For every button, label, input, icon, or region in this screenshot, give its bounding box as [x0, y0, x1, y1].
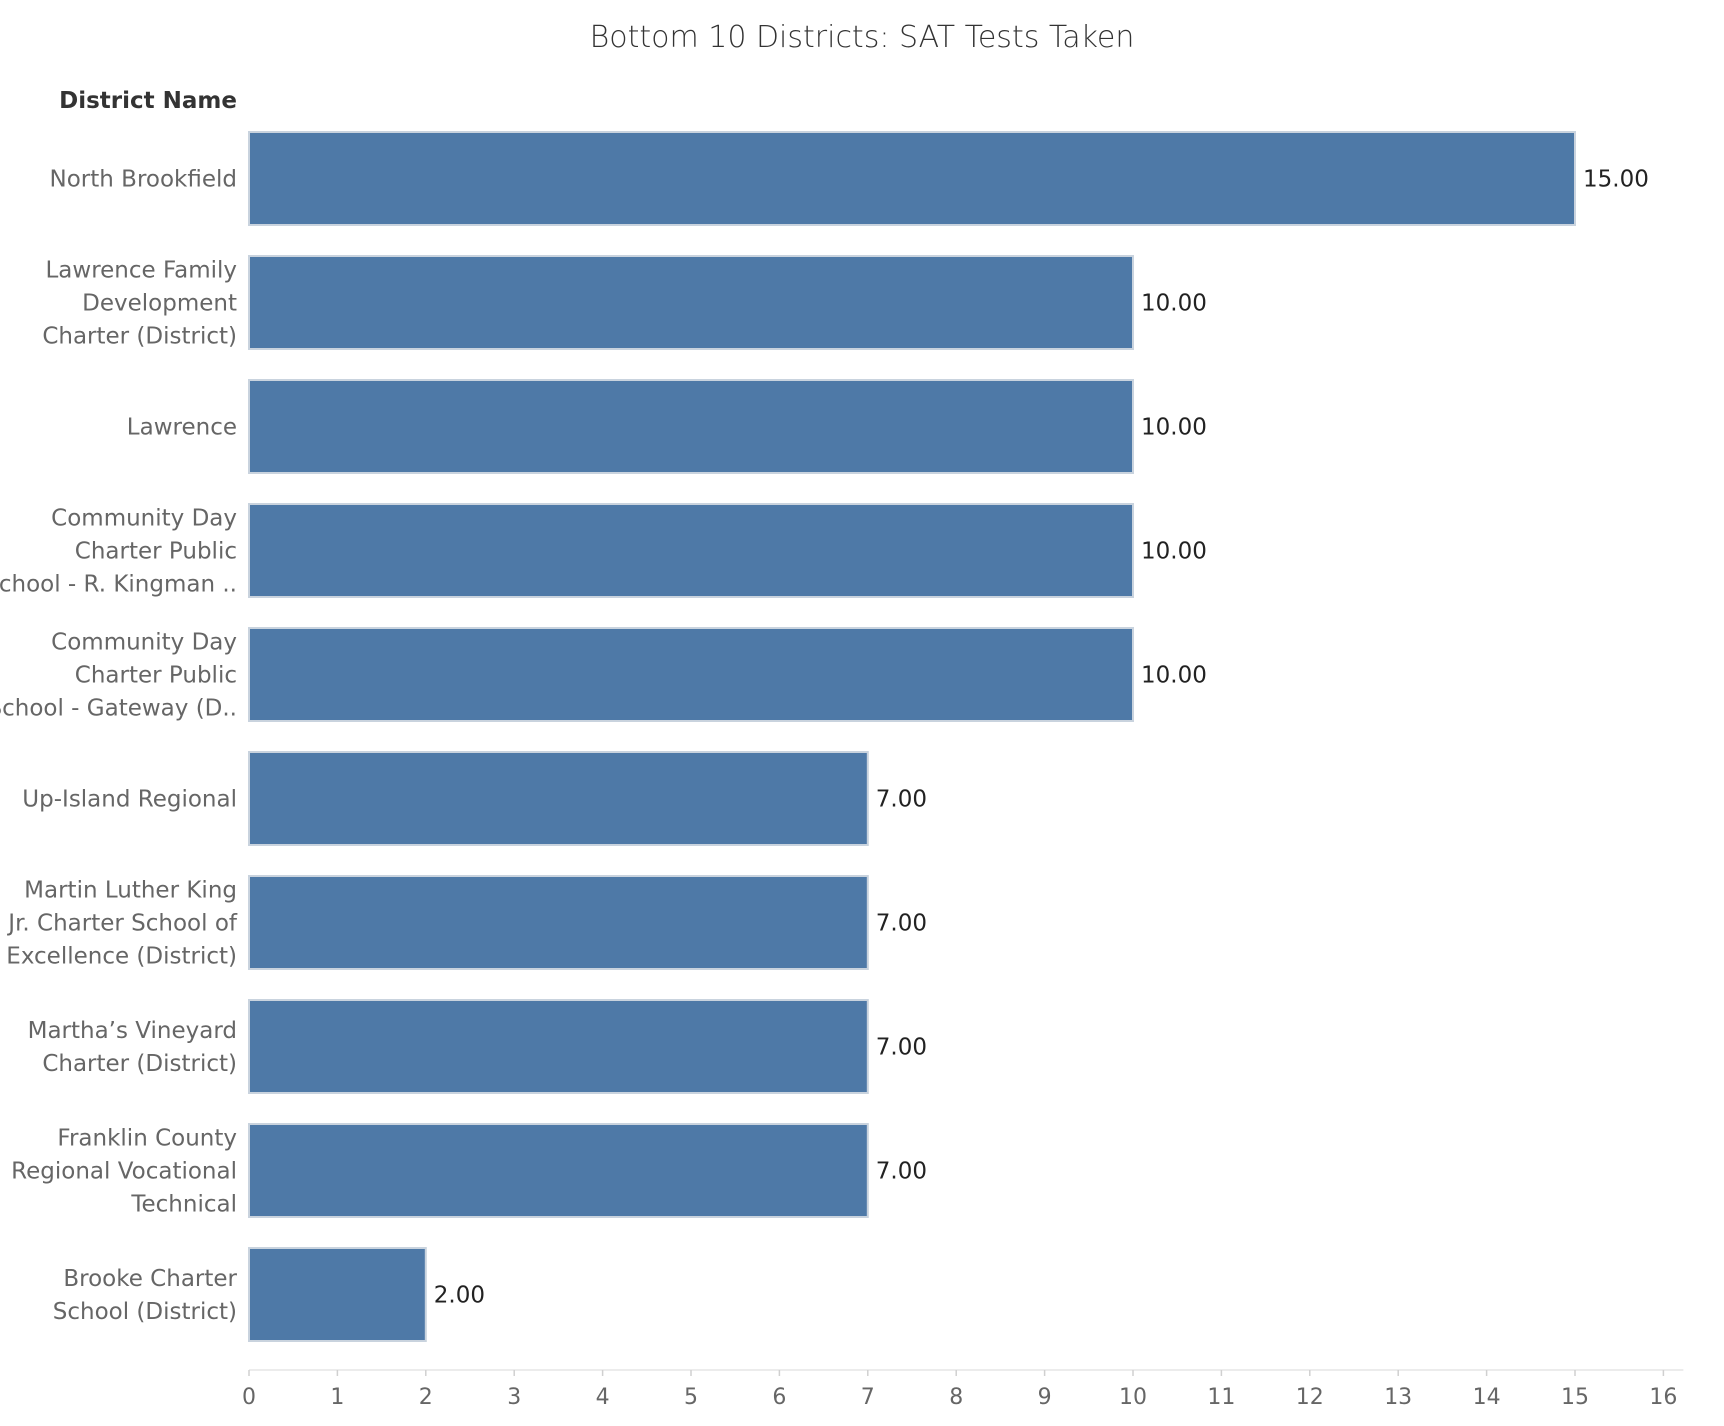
bar [248, 1123, 869, 1218]
category-label: Community Day Charter Public School - R. K… [0, 506, 237, 598]
category-label-line: Brooke Charter [63, 1266, 237, 1292]
category-label-line: Lawrence Family [45, 258, 237, 284]
x-tick-label: 0 [242, 1385, 256, 1410]
data-label: 7.00 [876, 1035, 927, 1061]
category-label-line: Technical [130, 1192, 237, 1218]
x-tick-label: 9 [1038, 1385, 1052, 1410]
category-label: Martha’s Vineyard Charter (District) [28, 1018, 237, 1077]
data-label: 2.00 [434, 1283, 485, 1309]
data-label: 10.00 [1141, 415, 1207, 441]
data-label: 7.00 [876, 787, 927, 813]
data-label: 10.00 [1141, 291, 1207, 317]
x-tick-label: 2 [419, 1385, 433, 1410]
data-label: 7.00 [876, 911, 927, 937]
category-label-line: Charter (District) [42, 1051, 237, 1077]
bar [248, 1247, 427, 1342]
x-axis: 0 1 2 3 4 5 6 7 8 9 10 11 12 13 14 15 16 [242, 1369, 1684, 1410]
category-label-line: Regional Vocational [11, 1159, 237, 1185]
category-label-line: Martin Luther King [24, 878, 237, 904]
bar [248, 255, 1134, 350]
category-label-line: Excellence (District) [6, 944, 237, 970]
bar [248, 875, 869, 970]
category-label-line: Franklin County [57, 1126, 237, 1152]
row-header: District Name [59, 88, 237, 114]
x-tick-label: 4 [596, 1385, 610, 1410]
x-tick-label: 8 [949, 1385, 963, 1410]
bar [248, 751, 869, 846]
x-tick-label: 3 [507, 1385, 521, 1410]
bars-group: 15.00 North Brookfield 10.00 Lawrence Famil… [0, 131, 1649, 1342]
category-label-line: Charter Public [75, 539, 237, 565]
category-label-line: Up-Island Regional [22, 787, 237, 813]
x-tick-label: 6 [772, 1385, 786, 1410]
x-tick-label: 11 [1207, 1385, 1235, 1410]
category-label-line: Community Day [51, 630, 237, 656]
x-tick-label: 14 [1473, 1385, 1501, 1410]
bar [248, 627, 1134, 722]
category-label-line: Charter (District) [42, 324, 237, 350]
category-label: Lawrence Family Development Charter (Distr… [42, 258, 237, 350]
category-label-line: North Brookfield [50, 167, 237, 193]
data-label: 7.00 [876, 1159, 927, 1185]
category-label-line: Jr. Charter School of [6, 911, 238, 937]
x-tick-label: 1 [330, 1385, 344, 1410]
category-label: Up-Island Regional [22, 787, 237, 813]
category-label-line: School - Gateway (D.. [0, 696, 237, 722]
data-label: 10.00 [1141, 663, 1207, 689]
category-label: Lawrence [127, 415, 237, 441]
x-tick-label: 10 [1119, 1385, 1147, 1410]
x-tick-label: 12 [1296, 1385, 1324, 1410]
x-tick-label: 13 [1384, 1385, 1412, 1410]
category-label: Community Day Charter Public School - Gate… [0, 630, 237, 722]
category-label-line: Community Day [51, 506, 237, 532]
x-tick-label: 5 [684, 1385, 698, 1410]
category-label-line: School - R. Kingman .. [0, 572, 237, 598]
category-label-line: Development [82, 291, 237, 317]
category-label: Martin Luther King Jr. Charter School of E… [6, 878, 238, 970]
category-label-line: School (District) [53, 1299, 237, 1325]
bar [248, 503, 1134, 598]
category-label: North Brookfield [50, 167, 237, 193]
bar [248, 379, 1134, 474]
category-label: Brooke Charter School (District) [53, 1266, 238, 1325]
x-tick-label: 7 [861, 1385, 875, 1410]
chart-title: Bottom 10 Districts: SAT Tests Taken [590, 20, 1135, 55]
data-label: 15.00 [1583, 167, 1649, 193]
category-label-line: Martha’s Vineyard [28, 1018, 237, 1044]
bar [248, 999, 869, 1094]
data-label: 10.00 [1141, 539, 1207, 565]
bar [248, 131, 1576, 226]
category-label-line: Lawrence [127, 415, 237, 441]
category-label-line: Charter Public [75, 663, 237, 689]
x-tick-label: 15 [1561, 1385, 1589, 1410]
category-label: Franklin County Regional Vocational Techni… [11, 1126, 237, 1218]
x-tick-label: 16 [1649, 1385, 1677, 1410]
